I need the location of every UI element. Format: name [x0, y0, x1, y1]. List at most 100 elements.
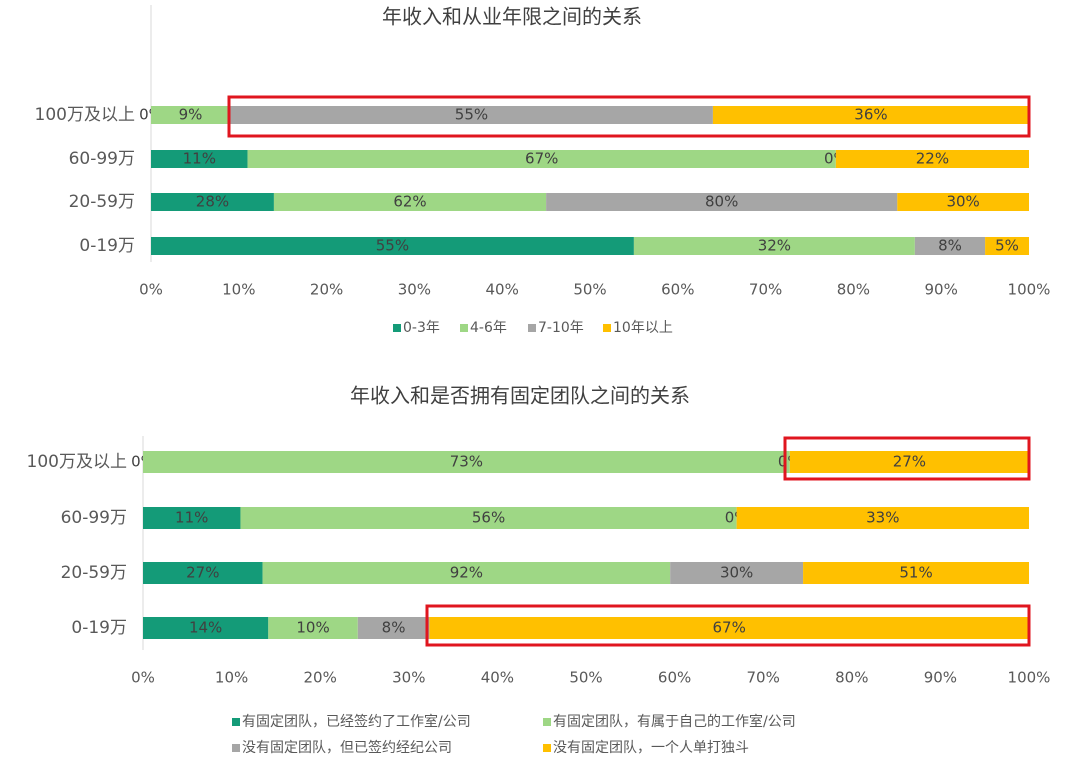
legend-swatch — [543, 744, 551, 752]
x-tick-label: 20% — [310, 281, 343, 299]
highlight-box — [227, 95, 1031, 138]
bar-segment — [143, 617, 269, 639]
category-label: 100万及以上 — [35, 105, 135, 125]
bar-segment — [985, 237, 1029, 255]
data-label: 80% — [705, 193, 738, 211]
x-tick-label: 30% — [392, 669, 425, 687]
bar-segment — [151, 193, 274, 211]
x-tick-label: 50% — [569, 669, 602, 687]
bar-segment — [151, 237, 634, 255]
x-tick-label: 90% — [925, 281, 958, 299]
x-tick-label: 80% — [837, 281, 870, 299]
bar-segment — [736, 507, 1029, 529]
x-tick-label: 60% — [658, 669, 691, 687]
bar-segment — [914, 237, 986, 255]
legend-label: 10年以上 — [613, 320, 673, 336]
category-label: 60-99万 — [69, 149, 135, 169]
bar-segment — [143, 451, 790, 473]
bar-segment — [835, 150, 1029, 168]
data-label: 92% — [450, 564, 483, 582]
data-label: 28% — [196, 193, 229, 211]
data-label: 14% — [189, 619, 222, 637]
x-tick-label: 30% — [398, 281, 431, 299]
chart-title: 年收入和是否拥有固定团队之间的关系 — [350, 384, 690, 408]
category-label: 20-59万 — [69, 192, 135, 212]
x-tick-label: 70% — [749, 281, 782, 299]
legend-swatch — [460, 324, 468, 332]
category-label: 20-59万 — [61, 563, 127, 583]
data-label: 27% — [186, 564, 219, 582]
data-label: 10% — [296, 619, 329, 637]
bar-segment — [230, 106, 713, 124]
data-label: 9% — [179, 106, 203, 124]
legend-swatch — [232, 744, 240, 752]
data-label: 73% — [450, 453, 483, 471]
legend-label: 0-3年 — [403, 320, 440, 336]
x-tick-label: 100% — [1008, 281, 1051, 299]
category-label: 0-19万 — [79, 236, 135, 256]
legend-label: 没有固定团队，一个人单打独斗 — [553, 739, 749, 756]
legend-swatch — [543, 718, 551, 726]
data-label: 30% — [720, 564, 753, 582]
chart-title: 年收入和从业年限之间的关系 — [382, 5, 642, 29]
data-label: 33% — [866, 509, 899, 527]
data-label: 22% — [916, 150, 949, 168]
category-label: 0-19万 — [71, 618, 127, 638]
data-label: 67% — [713, 619, 746, 637]
x-tick-label: 40% — [486, 281, 519, 299]
bar-segment — [789, 451, 1029, 473]
data-label: 55% — [376, 237, 409, 255]
x-tick-label: 10% — [222, 281, 255, 299]
data-label: 36% — [854, 106, 887, 124]
x-tick-label: 70% — [747, 669, 780, 687]
legend-label: 4-6年 — [470, 320, 507, 336]
x-tick-label: 90% — [924, 669, 957, 687]
x-tick-label: 20% — [304, 669, 337, 687]
legend-swatch — [232, 718, 240, 726]
chart: 年收入和从业年限之间的关系 0% 10% 20% 30% 40% 50% 60% 70% 80% 9… — [35, 5, 1051, 337]
bar-segment — [273, 193, 547, 211]
legend-swatch — [528, 324, 536, 332]
bar-segment — [633, 237, 915, 255]
legend-label: 7-10年 — [538, 320, 584, 336]
bar-segment — [803, 562, 1029, 584]
legend-swatch — [603, 324, 611, 332]
bar-segment — [151, 150, 248, 168]
legend-label: 有固定团队，有属于自己的工作室/公司 — [553, 713, 796, 730]
bar-segment — [712, 106, 1029, 124]
data-label: 5% — [995, 237, 1019, 255]
bar-segment — [247, 150, 836, 168]
bar-segment — [262, 562, 671, 584]
data-label: 8% — [382, 619, 406, 637]
x-tick-label: 50% — [573, 281, 606, 299]
bar-segment — [143, 562, 263, 584]
bar-segment — [546, 193, 898, 211]
highlight-box — [425, 604, 1031, 647]
x-tick-label: 0% — [139, 281, 163, 299]
highlight-box — [783, 436, 1031, 481]
data-label: 8% — [938, 237, 962, 255]
bar-segment — [429, 617, 1029, 639]
legend-swatch — [393, 324, 401, 332]
x-tick-label: 80% — [835, 669, 868, 687]
x-tick-label: 60% — [661, 281, 694, 299]
data-label: 56% — [472, 509, 505, 527]
bar-segment — [670, 562, 804, 584]
data-label: 51% — [899, 564, 932, 582]
x-tick-label: 0% — [131, 669, 155, 687]
data-label: 55% — [455, 106, 488, 124]
bar-segment — [143, 507, 241, 529]
data-label: 27% — [893, 453, 926, 471]
x-tick-label: 40% — [481, 669, 514, 687]
data-label: 32% — [758, 237, 791, 255]
x-tick-label: 10% — [215, 669, 248, 687]
chart: 年收入和是否拥有固定团队之间的关系 0% 10% 20% 30% 40% 50% 60% 70%… — [27, 384, 1051, 757]
data-label: 30% — [946, 193, 979, 211]
data-label: 67% — [525, 150, 558, 168]
bar-segment — [897, 193, 1029, 211]
data-label: 62% — [393, 193, 426, 211]
bar-segment — [268, 617, 358, 639]
data-label: 11% — [175, 509, 208, 527]
bar-segment — [240, 507, 737, 529]
